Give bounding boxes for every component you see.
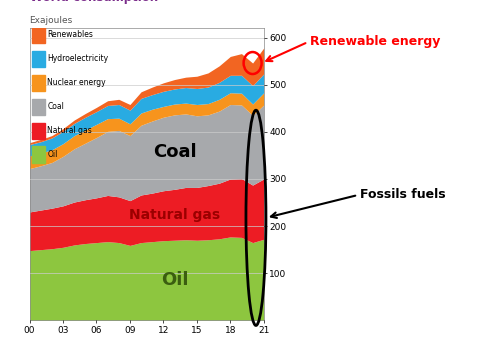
Bar bbox=[32, 75, 45, 91]
Text: Oil: Oil bbox=[47, 150, 58, 159]
Text: Coal: Coal bbox=[153, 143, 196, 161]
Text: Oil: Oil bbox=[161, 271, 188, 289]
Text: Natural gas: Natural gas bbox=[47, 126, 92, 135]
Text: Hydroelectricity: Hydroelectricity bbox=[47, 54, 108, 63]
Text: Coal: Coal bbox=[47, 102, 64, 111]
Bar bbox=[32, 122, 45, 139]
Bar bbox=[32, 51, 45, 67]
Text: Nuclear energy: Nuclear energy bbox=[47, 78, 106, 87]
Bar bbox=[32, 146, 45, 163]
Text: Renewables: Renewables bbox=[47, 30, 93, 39]
Text: Natural gas: Natural gas bbox=[129, 208, 220, 222]
Text: Exajoules: Exajoules bbox=[30, 15, 73, 25]
Text: World consumption: World consumption bbox=[30, 0, 158, 4]
Bar bbox=[32, 27, 45, 43]
Text: Renewable energy: Renewable energy bbox=[310, 36, 440, 49]
Text: Fossils fuels: Fossils fuels bbox=[360, 189, 446, 201]
Bar bbox=[32, 99, 45, 115]
